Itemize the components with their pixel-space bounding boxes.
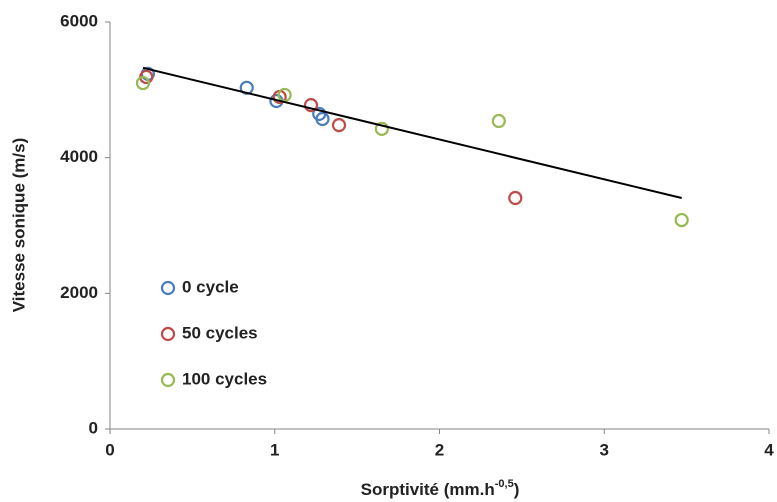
legend-label: 0 cycle	[182, 277, 239, 296]
legend-marker	[160, 326, 176, 342]
legend-label: 100 cycles	[182, 369, 267, 388]
x-tick-label: 1	[270, 440, 279, 459]
y-tick-label: 6000	[60, 11, 98, 30]
legend-label: 50 cycles	[182, 323, 258, 342]
x-tick-label: 4	[764, 440, 774, 459]
point	[508, 190, 523, 206]
point	[277, 87, 292, 103]
x-tick-label: 2	[435, 440, 444, 459]
trendline	[142, 66, 682, 199]
x-axis-label-sup: -0,5	[495, 478, 514, 490]
legend-marker	[160, 372, 176, 388]
point	[491, 113, 506, 129]
point	[674, 212, 689, 228]
point	[374, 121, 389, 136]
x-axis-label-end: )	[514, 480, 520, 499]
point	[303, 97, 319, 113]
point	[331, 118, 347, 133]
x-axis-label-text: Sorptivité (mm.h	[361, 480, 495, 499]
x-tick-label: 0	[105, 440, 114, 459]
x-tick-label: 3	[600, 440, 609, 459]
y-tick-label: 0	[89, 418, 98, 437]
point	[135, 75, 151, 91]
legend-marker	[160, 280, 176, 296]
y-tick-label: 2000	[60, 283, 98, 302]
point	[315, 111, 330, 127]
x-axis-label: Sorptivité (mm.h-0,5)	[361, 478, 520, 500]
y-tick-label: 4000	[60, 147, 98, 166]
y-axis-label: Vitesse sonique (m/s)	[9, 138, 28, 312]
